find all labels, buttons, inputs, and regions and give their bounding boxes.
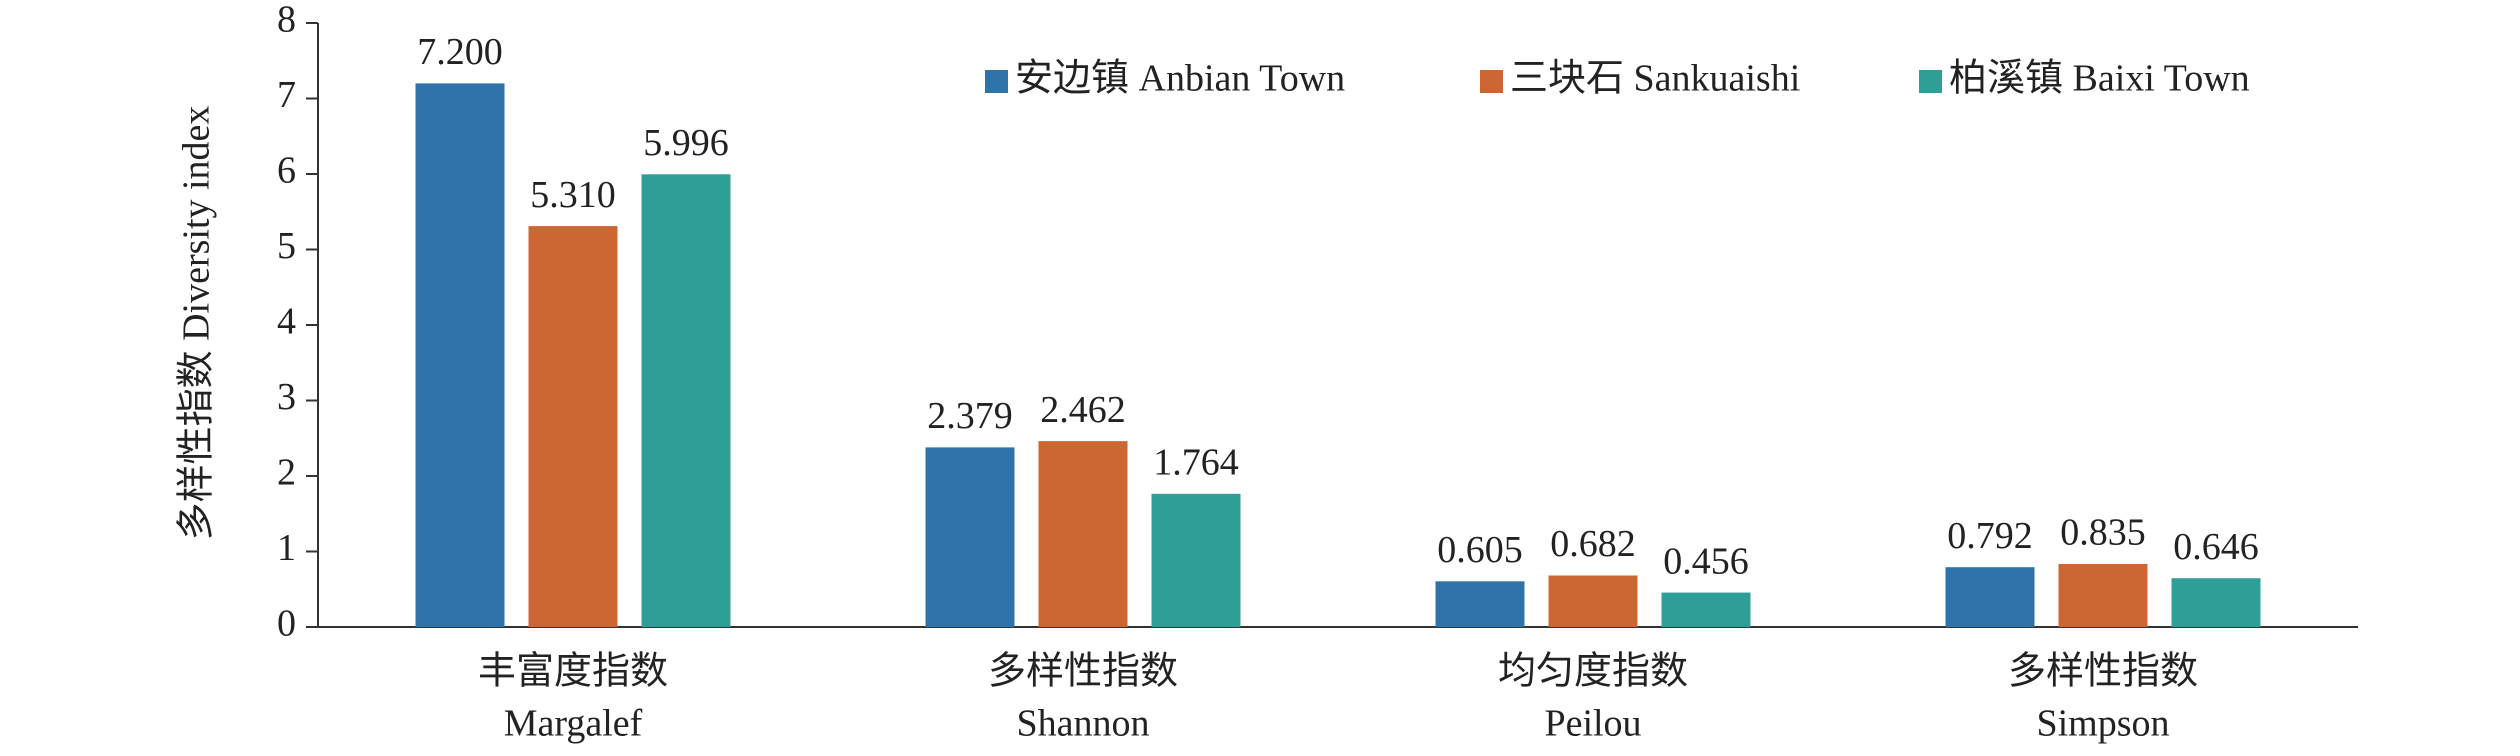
y-tick-label: 4 <box>277 301 296 343</box>
bar <box>1945 567 2035 627</box>
y-tick-label: 5 <box>277 225 296 267</box>
bar <box>415 83 505 627</box>
data-label: 5.310 <box>530 174 616 216</box>
bar <box>925 447 1015 627</box>
x-tick-label: 多样性指数 <box>2008 651 2198 693</box>
bar <box>641 174 731 627</box>
data-label: 0.792 <box>1947 515 2033 557</box>
y-tick-label: 2 <box>277 452 296 494</box>
y-axis-label: 多样性指数 Diversity index <box>176 106 218 541</box>
bar <box>2058 563 2148 627</box>
data-label: 0.646 <box>2173 526 2259 568</box>
legend-swatch <box>1919 70 1942 93</box>
data-label: 2.462 <box>1040 389 1126 431</box>
bar <box>528 226 618 627</box>
x-tick-label: Peilou <box>1544 703 1641 745</box>
bar <box>2171 578 2261 627</box>
y-tick-label: 3 <box>277 376 296 418</box>
bar <box>1548 575 1638 627</box>
y-tick-label: 0 <box>277 603 296 645</box>
data-label: 0.682 <box>1550 523 1636 565</box>
data-label: 7.200 <box>417 31 503 73</box>
legend-swatch <box>985 70 1008 93</box>
data-label: 5.996 <box>643 122 729 164</box>
y-tick-label: 7 <box>277 74 296 116</box>
x-tick-label: Margalef <box>504 703 643 745</box>
bar <box>1435 581 1525 627</box>
data-label: 0.456 <box>1663 540 1749 582</box>
bar <box>1661 592 1751 627</box>
x-tick-label: Shannon <box>1017 703 1150 745</box>
data-label: 1.764 <box>1153 442 1239 484</box>
legend-label: 三块石 Sankuaishi <box>1510 58 1800 100</box>
legend-swatch <box>1480 70 1503 93</box>
bar <box>1151 493 1241 627</box>
bar <box>1038 441 1128 627</box>
x-tick-label: 均匀度指数 <box>1498 651 1688 693</box>
data-label: 0.605 <box>1437 529 1523 571</box>
y-tick-label: 1 <box>277 527 296 569</box>
legend-label: 柏溪镇 Baixi Town <box>1949 58 2250 100</box>
y-tick-label: 8 <box>277 0 296 41</box>
data-label: 2.379 <box>927 395 1013 437</box>
x-tick-label: Simpson <box>2036 703 2169 745</box>
x-tick-label: 丰富度指数 <box>478 651 668 693</box>
legend-label: 安边镇 Anbian Town <box>1015 58 1345 100</box>
x-tick-label: 多样性指数 <box>988 651 1178 693</box>
y-tick-label: 6 <box>277 150 296 192</box>
data-label: 0.835 <box>2060 512 2146 554</box>
